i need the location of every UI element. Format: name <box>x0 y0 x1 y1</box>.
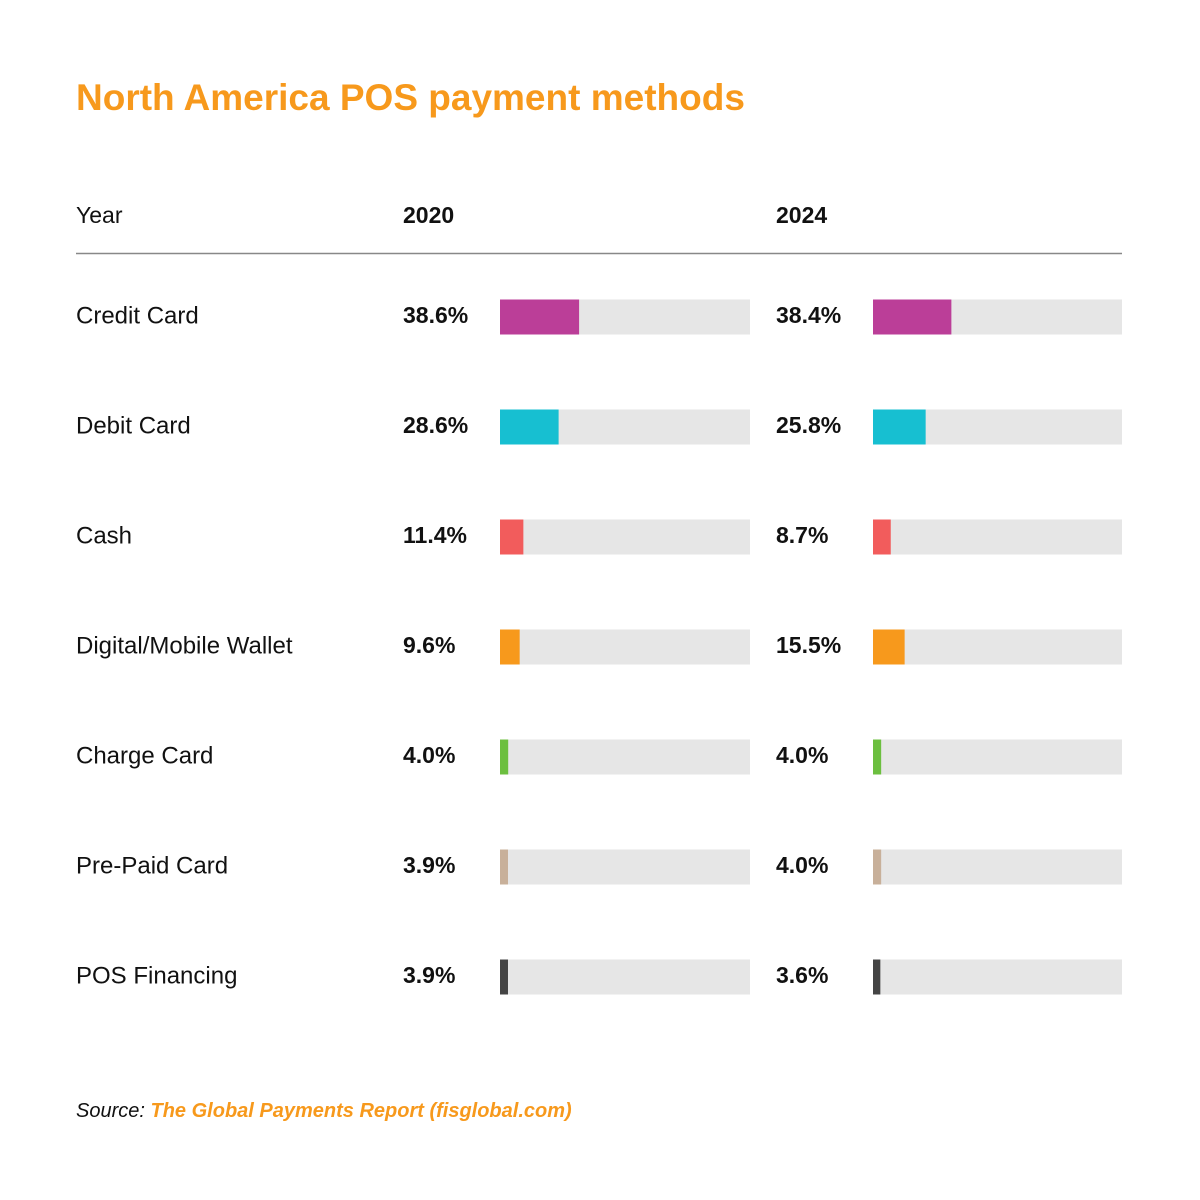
category-label: Cash <box>76 522 132 549</box>
bar <box>500 629 520 665</box>
bar-track <box>500 849 750 885</box>
category-header: Year <box>76 202 123 228</box>
value-label: 3.6% <box>776 962 828 988</box>
category-label: Debit Card <box>76 412 191 439</box>
bar-track <box>873 959 1122 995</box>
value-label: 3.9% <box>403 852 455 878</box>
bar <box>500 519 524 555</box>
category-label: Credit Card <box>76 302 199 329</box>
source-text: The Global Payments Report (fisglobal.co… <box>151 1100 573 1122</box>
bar-track <box>500 629 750 665</box>
value-label: 38.4% <box>776 302 841 328</box>
bar-track <box>873 849 1122 885</box>
value-label: 4.0% <box>403 742 455 768</box>
bar <box>873 629 905 665</box>
value-label: 8.7% <box>776 522 828 548</box>
series-header: 2024 <box>776 202 827 228</box>
bar <box>873 299 952 335</box>
source-label: Source: <box>76 1100 145 1122</box>
value-label: 4.0% <box>776 742 828 768</box>
bar <box>873 519 891 555</box>
bar <box>873 409 926 445</box>
bar <box>500 849 508 885</box>
bar <box>500 409 559 445</box>
series-header: 2020 <box>403 202 454 228</box>
value-label: 15.5% <box>776 632 841 658</box>
bar <box>500 299 580 335</box>
bar-track <box>873 519 1122 555</box>
source: Source: The Global Payments Report (fisg… <box>76 1100 572 1122</box>
category-label: Charge Card <box>76 742 213 769</box>
category-label: Digital/Mobile Wallet <box>76 632 293 659</box>
bar-track <box>500 959 750 995</box>
bar <box>500 959 508 995</box>
category-label: Pre-Paid Card <box>76 852 228 879</box>
value-label: 9.6% <box>403 632 455 658</box>
bar <box>500 739 509 775</box>
value-label: 4.0% <box>776 852 828 878</box>
value-label: 38.6% <box>403 302 468 328</box>
value-label: 28.6% <box>403 412 468 438</box>
bar <box>873 739 882 775</box>
value-label: 25.8% <box>776 412 841 438</box>
bar-track <box>873 739 1122 775</box>
bar-track <box>500 739 750 775</box>
value-label: 11.4% <box>403 522 467 548</box>
bar-track <box>500 519 750 555</box>
value-label: 3.9% <box>403 962 455 988</box>
category-label: POS Financing <box>76 962 237 989</box>
bar <box>873 849 882 885</box>
chart-title: North America POS payment methods <box>76 77 745 118</box>
bar-track <box>873 629 1122 665</box>
bar <box>873 959 881 995</box>
